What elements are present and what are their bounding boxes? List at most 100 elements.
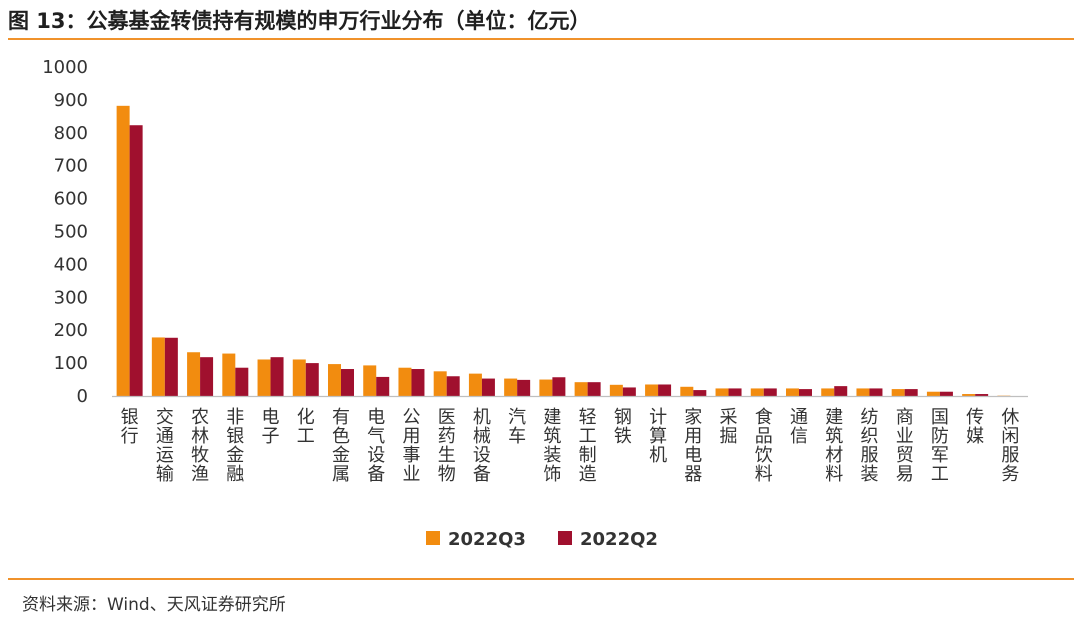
bar-q2 — [164, 337, 178, 396]
bar-q2 — [693, 390, 707, 396]
bar-q3 — [468, 373, 482, 396]
x-tick-label: 有色金属 — [332, 407, 350, 485]
bar-q2 — [517, 379, 531, 396]
bar-q2 — [799, 389, 812, 396]
legend-swatch-q3 — [426, 531, 440, 545]
bar-q2 — [834, 386, 848, 396]
y-tick-label: 600 — [54, 189, 88, 210]
bar-q3 — [680, 386, 694, 396]
bar-q2 — [376, 376, 390, 396]
bar-q3 — [574, 382, 588, 396]
x-tick-label: 电子 — [262, 407, 280, 447]
bar-q3 — [292, 359, 306, 396]
legend-swatch-q2 — [558, 531, 572, 545]
y-tick-label: 0 — [77, 386, 88, 407]
x-tick-label: 建筑材料 — [825, 407, 843, 485]
y-tick-label: 500 — [54, 222, 88, 243]
y-tick-label: 400 — [54, 254, 88, 275]
title-divider — [8, 38, 1074, 40]
x-axis-labels: 银行交通运输农林牧渔非银金融电子化工有色金属电气设备公用事业医药生物机械设备汽车… — [121, 407, 1020, 485]
bar-q2 — [728, 388, 742, 396]
x-tick-label: 食品饮料 — [755, 407, 773, 485]
bar-q3 — [750, 388, 764, 396]
legend: 2022Q3 2022Q2 — [426, 529, 658, 550]
x-tick-label: 交通运输 — [156, 407, 174, 485]
bar-q2 — [446, 376, 460, 396]
bar-q3 — [222, 353, 236, 396]
bar-q2 — [411, 369, 425, 396]
x-tick-label: 电气设备 — [367, 407, 385, 485]
bar-q3 — [328, 364, 341, 396]
bar-q2 — [939, 391, 953, 396]
bar-q2 — [552, 377, 566, 396]
bar-q2 — [975, 394, 989, 396]
bar-chart: 0 100 200 300 400 500 600 700 800 900 1000 银行交通运输农… — [42, 57, 1028, 550]
x-tick-label: 纺织服装 — [860, 407, 878, 485]
bar-q2 — [341, 369, 354, 396]
y-tick-label: 800 — [54, 123, 88, 144]
y-tick-label: 700 — [54, 156, 88, 177]
x-tick-label: 建筑装饰 — [543, 407, 561, 485]
bar-q2 — [235, 367, 249, 396]
bar-q3 — [926, 391, 940, 396]
y-tick-label: 1000 — [42, 57, 88, 78]
x-tick-label: 计算机 — [649, 407, 667, 466]
bar-q2 — [129, 125, 143, 396]
bar-q3 — [821, 388, 835, 396]
x-tick-label: 机械设备 — [473, 407, 491, 485]
x-tick-label: 采掘 — [720, 407, 738, 447]
y-axis: 0 100 200 300 400 500 600 700 800 900 1000 — [42, 57, 88, 407]
bar-q3 — [398, 367, 412, 396]
bar-q3 — [856, 388, 870, 396]
x-tick-label: 非银金融 — [226, 407, 244, 485]
x-tick-label: 公用事业 — [402, 407, 420, 485]
y-tick-label: 300 — [54, 287, 88, 308]
x-tick-label: 钢铁 — [614, 407, 632, 447]
x-tick-label: 通信 — [790, 407, 808, 447]
bar-q3 — [363, 365, 377, 396]
x-tick-label: 农林牧渔 — [191, 407, 209, 485]
bar-q3 — [433, 371, 447, 396]
x-tick-label: 医药生物 — [438, 407, 456, 485]
bar-q3 — [116, 105, 130, 396]
bar-q3 — [151, 337, 165, 396]
chart-title: 图 13：公募基金转债持有规模的申万行业分布（单位：亿元） — [8, 9, 591, 33]
x-tick-label: 家用电器 — [684, 407, 702, 485]
x-tick-label: 休闲服务 — [1001, 407, 1019, 485]
bar-q3 — [539, 379, 553, 396]
x-tick-label: 商业贸易 — [896, 407, 914, 485]
bar-q3 — [786, 388, 799, 396]
bar-q3 — [715, 388, 729, 396]
bar-q2 — [481, 378, 495, 396]
bar-q2 — [763, 388, 777, 396]
bar-q2 — [622, 387, 636, 396]
bar-q3 — [187, 352, 201, 396]
bar-series — [116, 105, 1011, 396]
legend-label-q3: 2022Q3 — [448, 529, 526, 550]
bar-q3 — [257, 359, 271, 396]
bar-q3 — [504, 378, 518, 396]
x-tick-label: 汽车 — [508, 407, 526, 447]
x-tick-label: 化工 — [297, 407, 315, 447]
bar-q3 — [891, 389, 905, 396]
x-tick-label: 国防军工 — [931, 407, 949, 485]
bar-q3 — [962, 394, 976, 396]
legend-label-q2: 2022Q2 — [580, 529, 658, 550]
bar-q2 — [305, 363, 319, 396]
bar-q2 — [658, 384, 672, 396]
bar-q2 — [200, 357, 214, 396]
x-tick-label: 轻工制造 — [579, 407, 597, 485]
source-note: 资料来源：Wind、天风证券研究所 — [22, 595, 286, 615]
bar-q2 — [904, 389, 918, 396]
y-tick-label: 100 — [54, 353, 88, 374]
bar-q2 — [587, 382, 601, 396]
x-tick-label: 银行 — [121, 407, 139, 447]
footer-divider — [8, 578, 1074, 580]
bar-q2 — [270, 357, 284, 396]
bar-q2 — [869, 388, 883, 396]
bar-q3 — [609, 384, 623, 396]
bar-q3 — [645, 384, 659, 396]
y-tick-label: 200 — [54, 320, 88, 341]
x-tick-label: 传媒 — [966, 407, 984, 447]
y-tick-label: 900 — [54, 90, 88, 111]
